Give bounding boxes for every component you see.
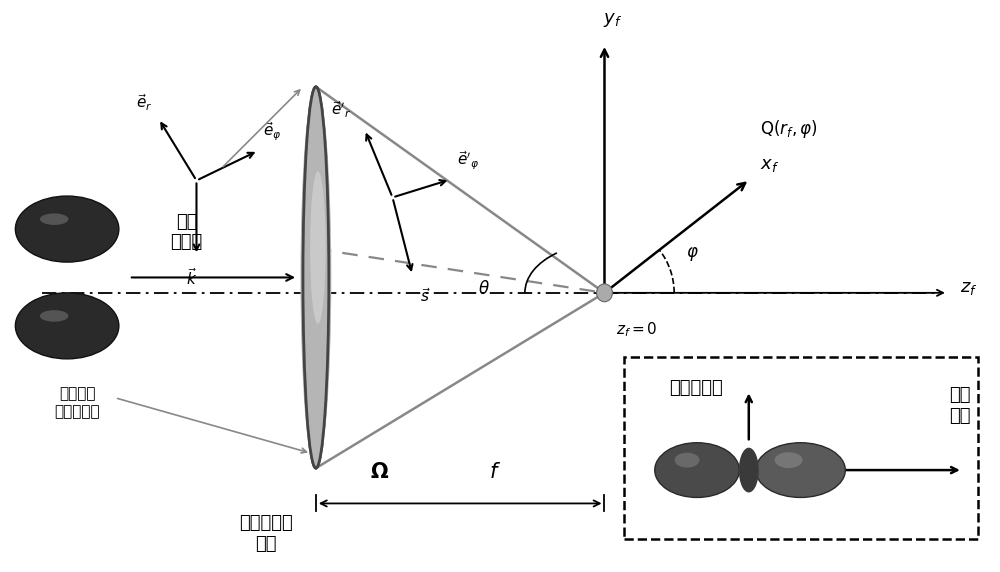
Ellipse shape [40, 310, 68, 321]
Text: $z_f$: $z_f$ [960, 279, 977, 297]
Ellipse shape [739, 448, 759, 492]
Text: 光轴
方向: 光轴 方向 [949, 386, 971, 425]
Text: $y_f$: $y_f$ [603, 11, 622, 29]
Text: $\vec{s}$: $\vec{s}$ [420, 287, 431, 305]
Text: 自旋
角动量: 自旋 角动量 [170, 213, 203, 251]
Bar [624, 357, 978, 539]
Ellipse shape [597, 284, 612, 302]
Text: $\vec{e}'_r$: $\vec{e}'_r$ [331, 99, 351, 120]
Text: $\varphi$: $\varphi$ [686, 245, 699, 263]
Text: $\vec{e}'_\varphi$: $\vec{e}'_\varphi$ [457, 149, 479, 172]
Text: 高数值孔径
物镜: 高数值孔径 物镜 [239, 514, 293, 553]
Ellipse shape [675, 452, 700, 467]
Text: 预处理的
时空光涡旋: 预处理的 时空光涡旋 [54, 387, 100, 419]
Text: $\mathbf{\Omega}$: $\mathbf{\Omega}$ [370, 462, 389, 482]
Text: $f$: $f$ [489, 462, 501, 482]
Text: 轨道角动量: 轨道角动量 [669, 379, 723, 397]
Text: $\vec{e}_r$: $\vec{e}_r$ [136, 92, 152, 113]
Text: $z_f=0$: $z_f=0$ [616, 321, 658, 339]
Text: $x_f$: $x_f$ [760, 156, 779, 173]
Ellipse shape [655, 443, 739, 498]
Ellipse shape [310, 172, 326, 324]
Ellipse shape [40, 213, 68, 225]
Text: $\vec{e}_\varphi$: $\vec{e}_\varphi$ [263, 120, 282, 142]
Ellipse shape [15, 293, 119, 359]
Ellipse shape [300, 87, 331, 468]
Ellipse shape [775, 452, 803, 468]
Text: $\vec{k}$: $\vec{k}$ [186, 267, 197, 288]
Ellipse shape [756, 443, 845, 498]
Text: $\mathrm{Q}(r_f,\varphi)$: $\mathrm{Q}(r_f,\varphi)$ [760, 118, 817, 140]
Text: $\theta$: $\theta$ [478, 280, 490, 298]
Ellipse shape [303, 87, 329, 468]
Ellipse shape [15, 196, 119, 262]
